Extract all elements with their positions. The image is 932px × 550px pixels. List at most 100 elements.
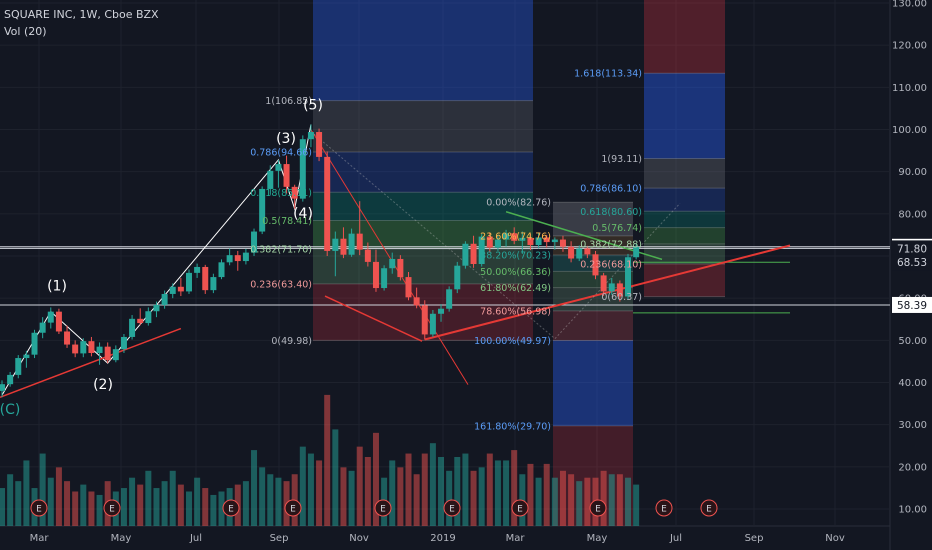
volume-bar xyxy=(364,457,371,526)
fib-extension-label: 0.786(86.10) xyxy=(580,184,642,195)
volume-bar xyxy=(169,470,176,526)
elliott-wave-label: (C) xyxy=(0,402,20,418)
candle-body xyxy=(210,277,217,291)
x-tick-label: Nov xyxy=(825,533,845,544)
fib-zone xyxy=(644,211,725,228)
volume-bar xyxy=(120,488,127,526)
candle-body xyxy=(600,275,607,292)
volume-bar xyxy=(527,463,534,526)
volume-bar xyxy=(332,429,339,526)
volume-bar xyxy=(259,467,266,526)
fib-extension-label: 1(93.11) xyxy=(601,154,642,165)
volume-bar xyxy=(600,470,607,526)
price-label: 68.53 xyxy=(897,257,927,269)
volume-bar xyxy=(389,460,396,526)
volume-bar xyxy=(72,491,79,526)
fib-extension-label: 0.382(72.88) xyxy=(580,239,642,250)
y-tick-label: 110.00 xyxy=(892,83,927,94)
candle-body xyxy=(15,358,22,375)
volume-bar xyxy=(454,457,461,526)
candle-body xyxy=(0,384,5,391)
earnings-marker-label: E xyxy=(36,505,42,515)
volume-bar xyxy=(405,453,412,526)
fib-retracement-label: 0.00%(82.76) xyxy=(486,198,551,209)
earnings-marker-label: E xyxy=(109,505,115,515)
y-tick-label: 50.00 xyxy=(898,336,927,347)
price-label-box xyxy=(892,296,932,313)
x-tick-label: May xyxy=(111,533,132,544)
y-tick-label: 10.00 xyxy=(898,505,927,516)
candle-body xyxy=(494,239,501,248)
volume-bar xyxy=(275,477,282,526)
earnings-marker[interactable] xyxy=(284,499,302,517)
fib-zone xyxy=(644,73,725,159)
volume-bar xyxy=(307,453,314,526)
candle-body xyxy=(242,252,249,262)
candle-body xyxy=(64,331,71,345)
fib-extension-zone xyxy=(313,0,533,101)
fib-zone xyxy=(313,152,533,193)
candle-body xyxy=(194,266,201,273)
elliott-wave-label: (5) xyxy=(303,97,323,113)
volume-bar xyxy=(299,446,306,526)
candle-body xyxy=(486,236,493,248)
candle-body xyxy=(129,318,136,337)
volume-bar xyxy=(511,450,518,526)
volume-bar xyxy=(129,477,136,526)
y-tick-label: 120.00 xyxy=(892,41,927,52)
candle-body xyxy=(7,374,14,385)
earnings-marker[interactable] xyxy=(511,499,529,517)
price-label-box xyxy=(892,240,932,257)
volume-bar xyxy=(202,488,209,526)
earnings-marker[interactable] xyxy=(443,499,461,517)
fib-extension-label: 0.236(68.10) xyxy=(580,260,642,271)
earnings-marker[interactable] xyxy=(222,499,240,517)
volume-bar xyxy=(584,477,591,526)
candle-body xyxy=(31,332,38,355)
earnings-marker[interactable] xyxy=(103,499,121,517)
x-tick-label: Nov xyxy=(349,533,369,544)
fib-retracement-label: 61.80%(62.49) xyxy=(480,283,551,294)
candle-body xyxy=(446,289,453,309)
volume-bar xyxy=(47,477,54,526)
fib-retracement-label: 0.786(94.66) xyxy=(250,148,312,159)
earnings-marker-label: E xyxy=(706,505,712,515)
volume-bar xyxy=(486,453,493,526)
volume-bar xyxy=(478,467,485,526)
earnings-marker[interactable] xyxy=(700,499,718,517)
candle-body xyxy=(625,257,632,297)
fib-zone xyxy=(644,227,725,244)
candle-body xyxy=(381,268,388,289)
price-label: 58.39 xyxy=(897,300,927,312)
candle-body xyxy=(177,286,184,292)
price-axis-bg xyxy=(890,0,932,550)
volume-bar xyxy=(137,484,144,526)
fib-extension-label: 0(60.37) xyxy=(601,292,642,303)
fib-zone xyxy=(553,310,633,341)
volume-bar xyxy=(161,481,168,526)
earnings-marker[interactable] xyxy=(30,499,48,517)
candle-body xyxy=(527,237,534,246)
candle-body xyxy=(185,272,192,292)
earnings-marker[interactable] xyxy=(655,499,673,517)
candle-body xyxy=(153,304,160,312)
candle-body xyxy=(161,293,168,305)
fib-retracement-label: 0.382(71.70) xyxy=(250,244,312,255)
earnings-marker[interactable] xyxy=(589,499,607,517)
volume-bar xyxy=(559,470,566,526)
volume-bar xyxy=(348,470,355,526)
symbol-title: SQUARE INC, 1W, Cboe BZX xyxy=(4,8,159,21)
fib-retracement-label: 0(49.98) xyxy=(271,336,312,347)
candle-body xyxy=(511,233,518,241)
candle-body xyxy=(397,258,404,278)
volume-bar xyxy=(15,481,22,526)
volume-bar xyxy=(356,446,363,526)
fib-diagonal xyxy=(310,131,556,340)
earnings-marker-label: E xyxy=(380,505,386,515)
candle-body xyxy=(405,277,412,298)
price-label-box xyxy=(892,254,932,271)
earnings-marker[interactable] xyxy=(374,499,392,517)
candle-body xyxy=(413,297,420,306)
